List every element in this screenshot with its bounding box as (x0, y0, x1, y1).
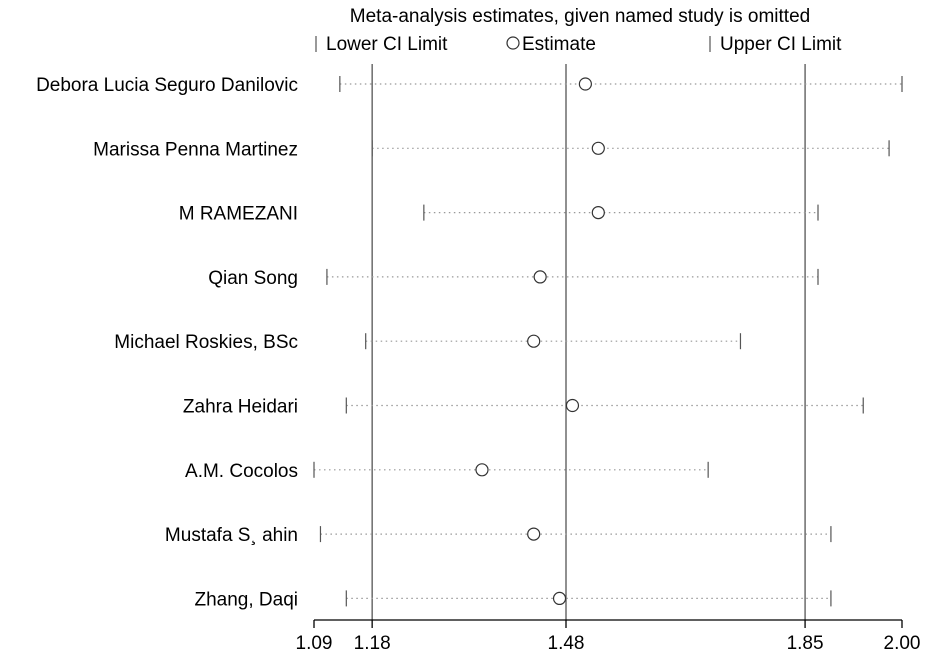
study-row: M RAMEZANI (179, 204, 819, 225)
study-label: Michael Roskies, BSc (114, 332, 298, 353)
study-row: Michael Roskies, BSc (114, 332, 742, 353)
x-axis: 1.09 1.18 1.48 1.85 2.00 (296, 619, 921, 654)
reference-lines (371, 64, 806, 620)
study-label: Debora Lucia Seguro Danilovic (36, 75, 298, 96)
x-tick-label-4: 2.00 (884, 633, 921, 654)
estimate-point (565, 398, 580, 413)
study-label: Qian Song (208, 268, 298, 289)
study-row: Zhang, Daqi (194, 589, 832, 610)
study-label: Mustafa S¸ ahin (165, 525, 298, 546)
x-tick-label-2: 1.48 (548, 633, 585, 654)
study-rows: Debora Lucia Seguro Danilovic Marissa Pen… (36, 75, 903, 610)
chart-title: Meta-analysis estimates, given named stu… (350, 6, 810, 27)
x-tick-label-1: 1.18 (354, 633, 391, 654)
estimate-point (552, 591, 567, 606)
study-row: Debora Lucia Seguro Danilovic (36, 75, 903, 96)
study-label: Zahra Heidari (183, 397, 298, 418)
estimate-point (578, 77, 592, 91)
legend-estimate-marker (506, 36, 520, 50)
legend-estimate-label: Estimate (522, 34, 596, 55)
estimate-point (475, 463, 489, 477)
legend: Lower CI Limit Estimate Upper CI Limit (315, 34, 842, 55)
study-row: Mustafa S¸ ahin (165, 525, 832, 546)
study-row: Marissa Penna Martinez (93, 139, 890, 160)
study-label: A.M. Cocolos (185, 461, 298, 482)
estimate-point (591, 141, 605, 155)
estimate-point (527, 527, 541, 541)
study-label: Marissa Penna Martinez (93, 139, 298, 160)
study-row: Zahra Heidari (183, 397, 864, 418)
legend-lower-label: Lower CI Limit (326, 34, 448, 55)
study-label: Zhang, Daqi (194, 589, 298, 610)
study-label: M RAMEZANI (179, 204, 298, 225)
study-row: A.M. Cocolos (185, 461, 709, 482)
legend-upper-label: Upper CI Limit (720, 34, 842, 55)
x-tick-label-3: 1.85 (787, 633, 824, 654)
estimate-point (591, 206, 605, 220)
x-tick-label-0: 1.09 (296, 633, 333, 654)
study-row: Qian Song (208, 268, 819, 289)
estimate-point (527, 334, 541, 348)
estimate-point (533, 270, 547, 284)
